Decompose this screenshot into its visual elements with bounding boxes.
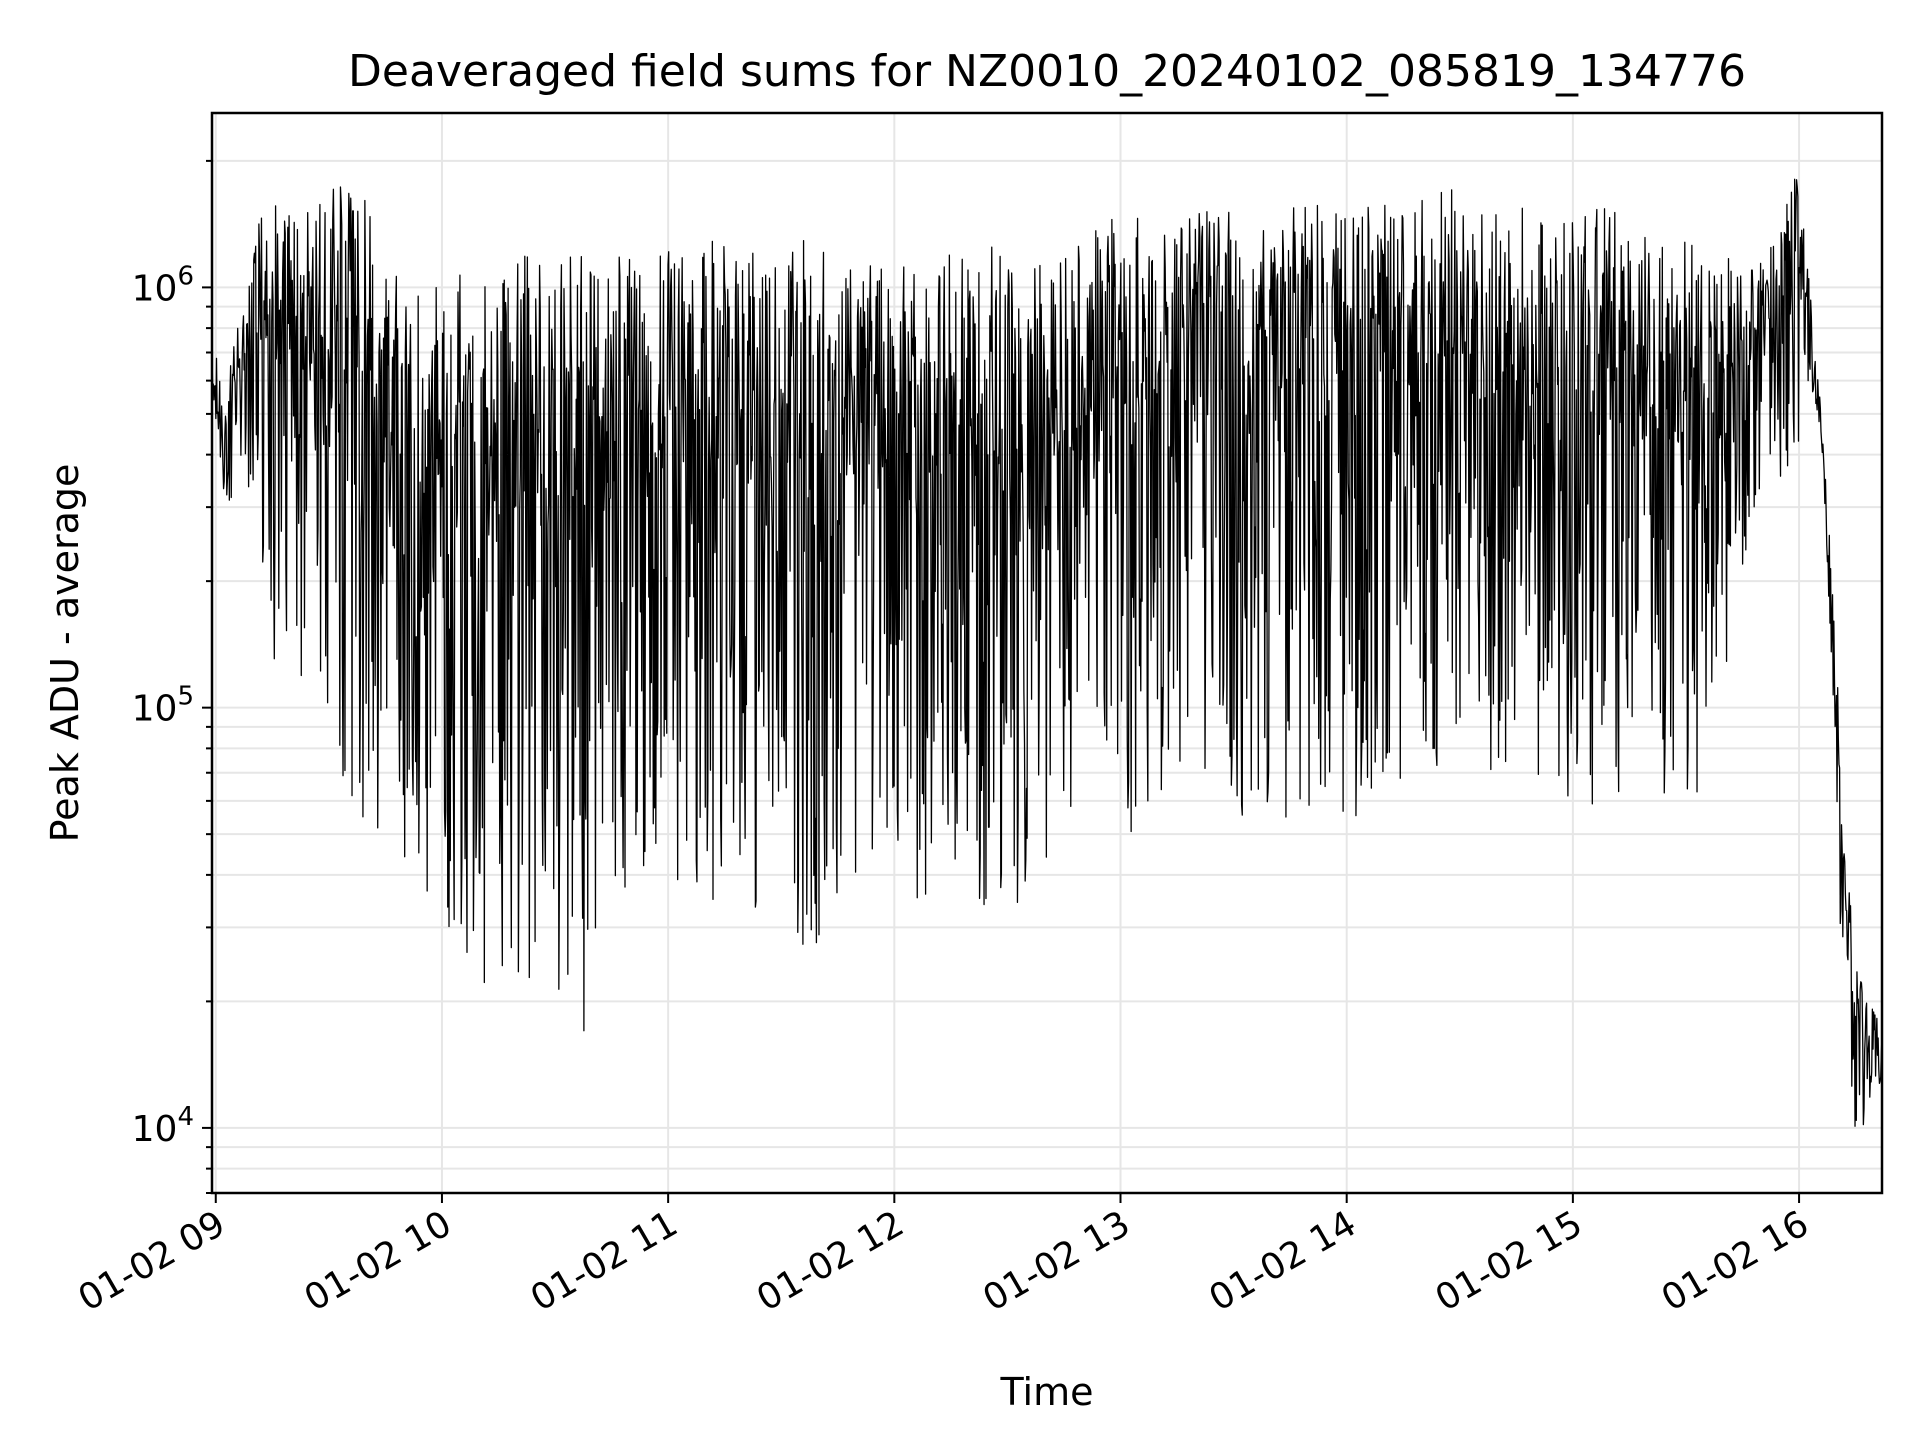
y-tick-label: 106 — [132, 261, 194, 309]
x-tick-label: 01-02 11 — [524, 1203, 685, 1319]
y-tick-label: 104 — [132, 1102, 194, 1150]
plot-frame — [210, 111, 1884, 1195]
x-tick-label: 01-02 16 — [1655, 1203, 1816, 1319]
chart-title: Deaveraged field sums for NZ0010_2024010… — [348, 46, 1746, 97]
series-line — [211, 178, 1883, 1127]
x-tick-label: 01-02 09 — [72, 1203, 233, 1319]
x-tick-label: 01-02 15 — [1429, 1203, 1590, 1319]
x-tick-label: 01-02 13 — [976, 1203, 1137, 1319]
y-axis-label: Peak ADU - average — [43, 464, 87, 843]
series-layer — [211, 178, 1883, 1127]
x-tick-label: 01-02 10 — [298, 1203, 459, 1319]
y-tick-label: 105 — [132, 682, 194, 730]
y-axis-ticks: 104 105 106 — [132, 159, 212, 1194]
x-axis-ticks: 01-02 09 01-02 10 01-02 11 01-02 12 01-02 13… — [72, 1193, 1816, 1320]
x-axis-label: Time — [1000, 1370, 1094, 1414]
x-tick-label: 01-02 14 — [1203, 1203, 1364, 1319]
x-tick-label: 01-02 12 — [750, 1203, 911, 1319]
